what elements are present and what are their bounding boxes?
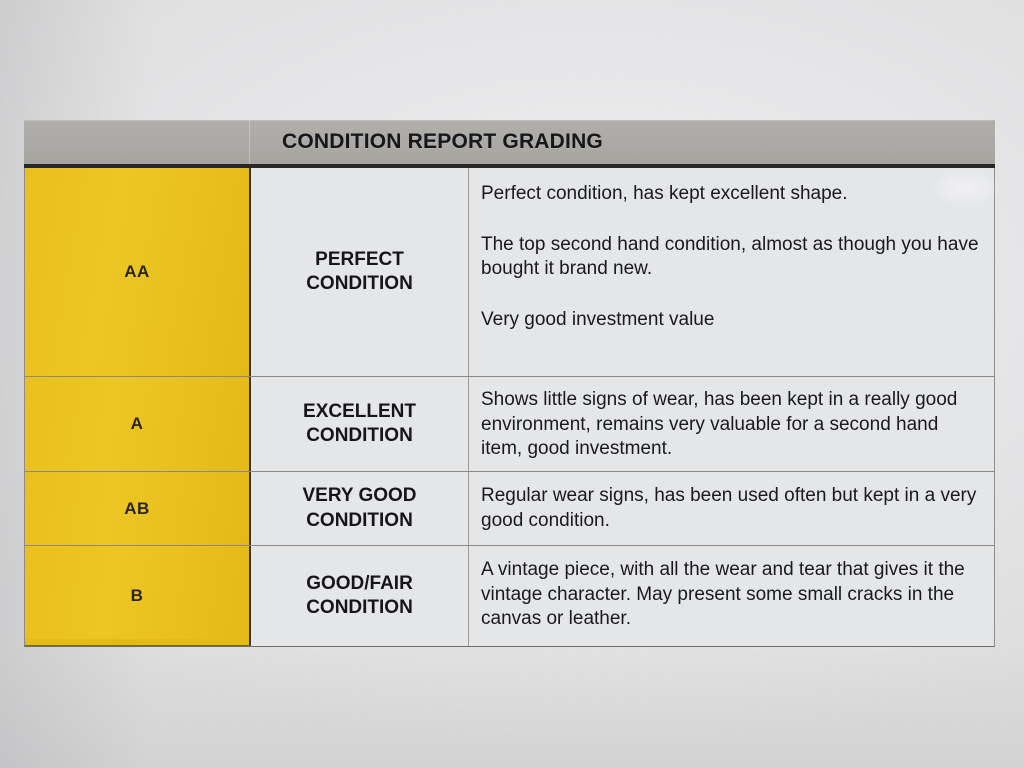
description-cell-a: Shows little signs of wear, has been kep… [469,377,994,471]
description-cell-b: A vintage piece, with all the wear and t… [469,546,994,646]
condition-name-cell-ab: VERY GOOD CONDITION [251,472,469,545]
condition-name-line-2: CONDITION [306,597,413,618]
condition-name-cell-a: EXCELLENT CONDITION [251,377,469,471]
table-body: AA PERFECT CONDITION Perfect condition, … [24,168,995,647]
condition-name-line-2: CONDITION [306,425,413,446]
description-paragraph: Perfect condition, has kept excellent sh… [481,183,848,204]
grade-code-cell-a: A [25,377,251,471]
table-title: CONDITION REPORT GRADING [282,130,603,153]
grade-code-cell-aa: AA [25,168,251,376]
description-paragraph: Very good investment value [481,309,715,331]
table-row: AA PERFECT CONDITION Perfect condition, … [25,168,994,377]
condition-name-cell-b: GOOD/FAIR CONDITION [251,546,469,646]
condition-name-line-1: EXCELLENT [303,400,416,422]
description-cell-ab: Regular wear signs, has been used often … [469,472,994,545]
condition-name-line-1: PERFECT [315,248,404,270]
table-header: CONDITION REPORT GRADING [24,120,995,168]
condition-name-cell-aa: PERFECT CONDITION [251,168,469,376]
condition-name-line-2: CONDITION [306,273,413,294]
description-paragraph: The top second hand condition, almost as… [481,233,979,280]
condition-name-line-1: VERY GOOD [302,485,417,507]
table-row: B GOOD/FAIR CONDITION A vintage piece, w… [25,546,994,646]
condition-name-line-1: GOOD/FAIR [306,572,413,594]
table-row: A EXCELLENT CONDITION Shows little signs… [25,377,994,472]
grade-code-cell-ab: AB [25,472,251,545]
description-paragraph: A vintage piece, with all the wear and t… [481,559,965,630]
table-row: AB VERY GOOD CONDITION Regular wear sign… [25,472,994,546]
description-paragraph: Shows little signs of wear, has been kep… [481,389,958,460]
condition-report-grading-table: CONDITION REPORT GRADING AA PERFECT COND… [24,120,995,647]
description-cell-aa: Perfect condition, has kept excellent sh… [469,168,994,376]
description-paragraph: Regular wear signs, has been used often … [481,485,977,531]
grade-column-overhang [24,639,251,646]
table-header-left-spacer [24,120,250,164]
grade-code-cell-b: B [25,546,251,646]
condition-name-line-2: CONDITION [306,509,413,531]
